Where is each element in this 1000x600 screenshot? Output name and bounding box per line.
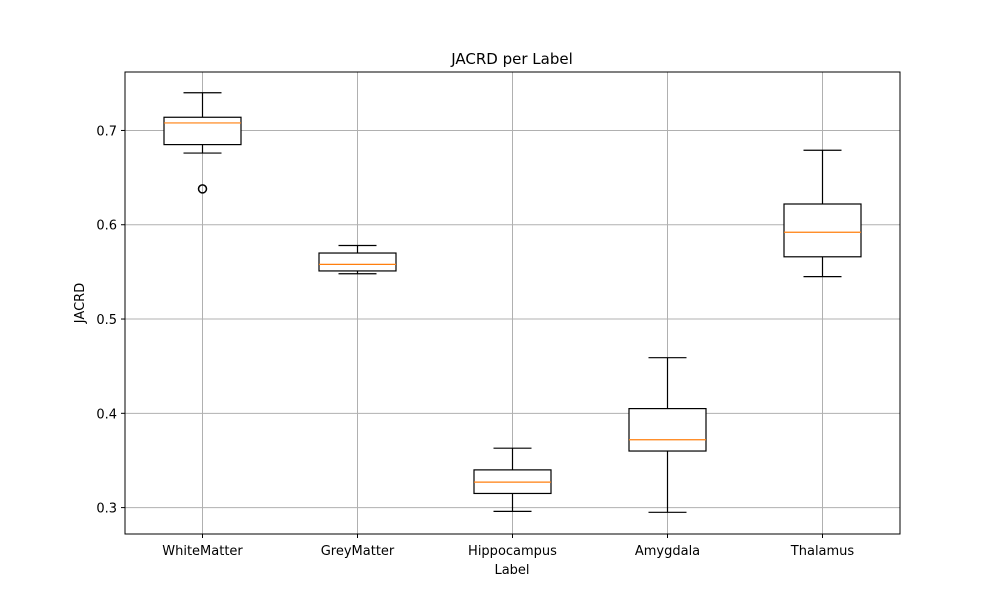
iqr-box [783, 203, 862, 258]
y-tick-label: 0.3 [96, 502, 117, 517]
y-axis-title: JACRD [73, 283, 88, 324]
iqr-box [163, 116, 242, 146]
box-greymatter [318, 244, 397, 275]
x-tick-label: Hippocampus [468, 544, 557, 559]
plot-frame [124, 71, 901, 535]
y-tick-label: 0.5 [96, 313, 117, 328]
x-tick-label: Thalamus [790, 544, 855, 559]
y-tick-label: 0.6 [96, 219, 117, 234]
chart-title: JACRD per Label [450, 50, 573, 68]
box-series [163, 92, 862, 513]
x-axis-title: Label [494, 563, 529, 578]
x-tick-label: Amygdala [635, 544, 700, 559]
y-tick-label: 0.7 [96, 124, 117, 139]
iqr-box [318, 252, 397, 272]
iqr-box [628, 408, 707, 452]
box-thalamus [783, 149, 862, 278]
box-amygdala [628, 357, 707, 513]
outlier-point [197, 184, 208, 194]
box-whitematter [163, 92, 242, 194]
x-tick-label: GreyMatter [321, 544, 395, 559]
axis-ticks: 0.3 0.4 0.5 0.6 0.7 WhiteMatter GreyMatter Hipp… [96, 124, 854, 559]
x-tick-label: WhiteMatter [162, 544, 243, 559]
box-hippocampus [473, 447, 552, 512]
y-tick-label: 0.4 [96, 407, 117, 422]
